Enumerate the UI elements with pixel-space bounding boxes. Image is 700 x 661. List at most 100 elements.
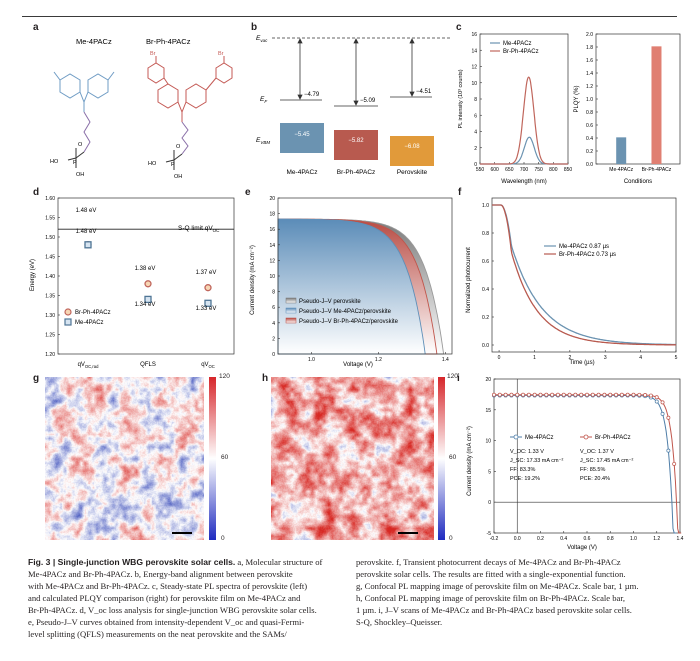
i-marker-1-10	[550, 392, 555, 397]
br-left-text: Br	[150, 51, 156, 57]
e-yticklabel-8: 16	[269, 227, 275, 233]
pl-plot-area: 550 600 650 700 750 800 850 0 2 4 6 8 10 12 14 16	[471, 32, 572, 173]
i-me-voc: V_OC: 1.33 V	[510, 449, 544, 455]
i-marker-1-0	[492, 392, 496, 397]
panel-label-e: e	[245, 187, 251, 198]
br-o-text: O	[176, 144, 181, 150]
e-legend-1: Pseudo-J–V Me-4PACz/perovskite	[299, 309, 392, 315]
caption-right-line-2: g, Confocal PL mapping image of perovski…	[356, 581, 639, 591]
caption-right: perovskite. f, Transient photocurrent de…	[356, 556, 686, 628]
d-point-me-1	[144, 295, 152, 304]
i-marker-0-30	[666, 448, 671, 453]
c-left-series-0	[480, 136, 568, 165]
d-val-me-2: 1.33 eV	[196, 306, 217, 312]
e-plot-area: 1.0 1.2 1.4 0 2 4 6 8 10 12 14 16 18 20	[269, 196, 453, 363]
i-marker-1-29	[660, 400, 665, 405]
d-yticklabel-7: 1.55	[45, 216, 55, 222]
f-xticklabel-5: 5	[675, 355, 678, 361]
cbar-g-tick-120: 120	[219, 373, 230, 380]
br-oh-text: OH	[174, 174, 182, 180]
f-yticklabel-5: 1.0	[482, 203, 489, 209]
i-marker-1-4	[515, 392, 520, 397]
mol-me-4pacz-label: Me-4PACz	[76, 37, 112, 46]
panel-a-molecules: Me-4PACz Br-Ph-4PACz HO P O OH	[50, 37, 233, 180]
plqy-xticklabel-1: Br-Ph-4PACz	[642, 167, 672, 173]
d-yticklabel-2: 1.30	[45, 313, 55, 319]
scale-bar-h	[398, 532, 418, 534]
i-me-jsc: J_SC: 17.33 mA cm⁻²	[510, 458, 564, 464]
i-marker-1-9	[544, 392, 549, 397]
panel-f-transient: 0 1 2 3 4 5 0.0 0.2 0.4 0.6 0.8 1.0 Normalized phot…	[466, 197, 678, 366]
i-yticklabel-4: 15	[485, 408, 491, 414]
i-xticklabel-2: 0.2	[537, 536, 544, 542]
i-xticklabel-0: -0.2	[490, 536, 499, 542]
panel-label-d: d	[33, 187, 40, 198]
f-xticklabel-3: 3	[604, 355, 607, 361]
i-marker-1-1	[497, 392, 502, 397]
me-o-text: O	[78, 142, 83, 148]
i-yticklabel-5: 20	[485, 377, 491, 383]
i-xticklabel-5: 0.8	[607, 536, 614, 542]
d-point-me-0	[84, 241, 92, 249]
colorbar-g	[209, 377, 216, 540]
caption-right-line-4: 1 µm. i, J–V scans of Me-4PACz and Br-Ph…	[356, 605, 632, 615]
i-marker-1-3	[509, 392, 514, 397]
wf-me: −4.79	[304, 92, 320, 98]
mol-br-ph-4pacz-label: Br-Ph-4PACz	[146, 37, 191, 46]
me-ho-text: HO	[50, 159, 59, 165]
name-me: Me-4PACz	[287, 169, 318, 176]
f-yticklabel-2: 0.4	[482, 287, 489, 293]
voc-plot-area: 1.20 1.25 1.30 1.35 1.40 1.45 1.50 1.55 1.60	[45, 196, 235, 358]
c-right-yticklabel-6: 1.2	[586, 84, 593, 90]
f-legend-br: Br-Ph-4PACz 0.73 µs	[559, 252, 616, 258]
i-marker-1-14	[573, 392, 578, 397]
evac-label: Evac	[256, 35, 268, 43]
f-yticklabel-3: 0.6	[482, 259, 489, 265]
caption-left-line-2: with Me-4PACz and Br-Ph-4PACz. c, Steady…	[28, 581, 308, 591]
caption-right-line-0: perovskite. f, Transient photocurrent de…	[356, 557, 621, 567]
wf-br: −5.09	[360, 98, 376, 104]
i-br-pce: PCE: 20.4%	[580, 476, 610, 482]
i-marker-0-29	[660, 411, 665, 416]
i-marker-1-22	[619, 392, 624, 397]
c-left-xticklabel-2: 650	[505, 167, 514, 173]
d-point-me-2	[204, 299, 212, 307]
c-left-yticklabel-5: 10	[471, 81, 477, 87]
i-marker-1-30	[666, 415, 671, 420]
e-yticklabel-5: 10	[269, 274, 275, 280]
f-ylabel: Normalized photocurrent	[466, 247, 472, 313]
e-yticklabel-2: 4	[272, 321, 275, 327]
i-marker-1-5	[521, 392, 526, 397]
d-xcat-0: qVOC,rad	[78, 362, 100, 369]
plqy-xticklabel-0: Me-4PACz	[609, 167, 633, 173]
panel-label-b: b	[251, 22, 258, 33]
d-yticklabel-0: 1.20	[45, 352, 55, 358]
br-right-text: Br	[218, 51, 224, 57]
panel-label-g: g	[33, 373, 40, 384]
panel-label-h: h	[262, 373, 269, 384]
i-me-pce: PCE: 19.2%	[510, 476, 540, 482]
cbar-h-tick-0: 0	[449, 535, 453, 542]
d-yticklabel-1: 1.25	[45, 333, 55, 339]
i-marker-1-28	[654, 395, 659, 400]
f-yticklabel-4: 0.8	[482, 231, 489, 237]
c-left-yticklabel-8: 16	[471, 32, 477, 38]
d-val-me-1: 1.34 eV	[135, 302, 156, 308]
i-xticklabel-4: 0.6	[584, 536, 591, 542]
vbm-br: −5.82	[348, 138, 364, 144]
br-p-text: P	[171, 162, 175, 168]
colorbar-h	[438, 377, 445, 540]
i-legend-br: Br-Ph-4PACz	[580, 434, 631, 441]
caption-right-line-3: h, Confocal PL mapping image of perovski…	[356, 593, 626, 603]
f-frame	[491, 197, 677, 353]
caption-left: Fig. 3 | Single-junction WBG perovskite …	[28, 556, 346, 640]
f-series-1	[492, 204, 676, 346]
e-legend-swatch-1	[285, 307, 297, 314]
d-legend-me: Me-4PACz	[75, 320, 104, 326]
panel-e-pseudo-jv: 1.0 1.2 1.4 0 2 4 6 8 10 12 14 16 18 20 Current densi…	[250, 196, 453, 368]
c-left-xticklabel-6: 850	[564, 167, 573, 173]
i-marker-1-23	[625, 392, 630, 397]
d-val-me-0: 1.48 eV	[76, 229, 97, 235]
i-marker-1-20	[608, 392, 613, 397]
pl-map-me-4pacz	[45, 377, 204, 540]
